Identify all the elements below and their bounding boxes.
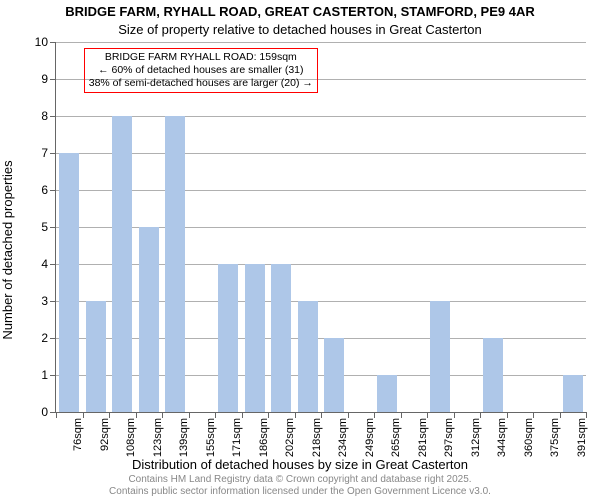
x-tick [109, 412, 110, 418]
histogram-bar [218, 264, 238, 412]
x-tick [533, 412, 534, 418]
x-tick [348, 412, 349, 418]
x-tick-label: 344sqm [496, 418, 508, 457]
histogram-bar [324, 338, 344, 412]
x-tick-label: 391sqm [576, 418, 588, 457]
x-tick [480, 412, 481, 418]
y-tick-label: 2 [41, 331, 56, 345]
x-axis-title: Distribution of detached houses by size … [0, 457, 600, 472]
annotation-line: BRIDGE FARM RYHALL ROAD: 159sqm [89, 51, 313, 64]
x-tick [560, 412, 561, 418]
chart-title-sub: Size of property relative to detached ho… [0, 22, 600, 37]
footer-line2: Contains public sector information licen… [0, 486, 600, 498]
y-axis-title: Number of detached properties [0, 160, 15, 339]
x-tick [215, 412, 216, 418]
histogram-bar [377, 375, 397, 412]
x-tick [321, 412, 322, 418]
x-tick [295, 412, 296, 418]
annotation-line: 38% of semi-detached houses are larger (… [89, 77, 313, 90]
x-tick [427, 412, 428, 418]
x-tick-label: 360sqm [523, 418, 535, 457]
x-tick-label: 297sqm [443, 418, 455, 457]
x-tick-label: 171sqm [231, 418, 243, 457]
x-tick-label: 123sqm [152, 418, 164, 457]
annotation-line: ← 60% of detached houses are smaller (31… [89, 64, 313, 77]
histogram-bar [298, 301, 318, 412]
x-tick-label: 76sqm [72, 418, 84, 451]
x-tick-label: 234sqm [337, 418, 349, 457]
x-tick-label: 202sqm [284, 418, 296, 457]
y-tick-label: 7 [41, 146, 56, 160]
grid-line [56, 338, 586, 339]
y-tick-label: 9 [41, 72, 56, 86]
x-tick [162, 412, 163, 418]
histogram-bar [139, 227, 159, 412]
y-tick-label: 6 [41, 183, 56, 197]
grid-line [56, 375, 586, 376]
y-tick-label: 4 [41, 257, 56, 271]
histogram-chart: BRIDGE FARM, RYHALL ROAD, GREAT CASTERTO… [0, 0, 600, 500]
x-tick [374, 412, 375, 418]
y-tick-label: 0 [41, 405, 56, 419]
grid-line [56, 190, 586, 191]
x-tick [83, 412, 84, 418]
x-tick-label: 186sqm [258, 418, 270, 457]
histogram-bar [245, 264, 265, 412]
x-tick-label: 265sqm [390, 418, 402, 457]
histogram-bar [112, 116, 132, 412]
histogram-bar [563, 375, 583, 412]
histogram-bar [430, 301, 450, 412]
grid-line [56, 116, 586, 117]
y-tick-label: 10 [35, 35, 56, 49]
x-tick [56, 412, 57, 418]
y-tick-label: 8 [41, 109, 56, 123]
x-tick-label: 375sqm [549, 418, 561, 457]
x-tick-label: 218sqm [311, 418, 323, 457]
x-tick-label: 108sqm [125, 418, 137, 457]
chart-footer: Contains HM Land Registry data © Crown c… [0, 474, 600, 498]
x-tick-label: 155sqm [205, 418, 217, 457]
grid-line [56, 301, 586, 302]
x-tick [401, 412, 402, 418]
x-tick [586, 412, 587, 418]
x-tick-label: 312sqm [470, 418, 482, 457]
x-tick [189, 412, 190, 418]
x-tick [268, 412, 269, 418]
x-tick [507, 412, 508, 418]
x-tick [454, 412, 455, 418]
grid-line [56, 264, 586, 265]
histogram-bar [59, 153, 79, 412]
x-tick-label: 249sqm [364, 418, 376, 457]
annotation-box: BRIDGE FARM RYHALL ROAD: 159sqm← 60% of … [84, 48, 318, 93]
x-tick-label: 92sqm [99, 418, 111, 451]
y-tick-label: 3 [41, 294, 56, 308]
grid-line [56, 42, 586, 43]
x-tick-label: 139sqm [178, 418, 190, 457]
chart-title-main: BRIDGE FARM, RYHALL ROAD, GREAT CASTERTO… [0, 4, 600, 19]
x-tick-label: 281sqm [417, 418, 429, 457]
y-tick-label: 1 [41, 368, 56, 382]
histogram-bar [86, 301, 106, 412]
grid-line [56, 227, 586, 228]
histogram-bar [165, 116, 185, 412]
histogram-bar [271, 264, 291, 412]
plot-area: 01234567891076sqm92sqm108sqm123sqm139sqm… [55, 42, 586, 413]
y-tick-label: 5 [41, 220, 56, 234]
footer-line1: Contains HM Land Registry data © Crown c… [0, 474, 600, 486]
grid-line [56, 153, 586, 154]
x-tick [136, 412, 137, 418]
x-tick [242, 412, 243, 418]
histogram-bar [483, 338, 503, 412]
